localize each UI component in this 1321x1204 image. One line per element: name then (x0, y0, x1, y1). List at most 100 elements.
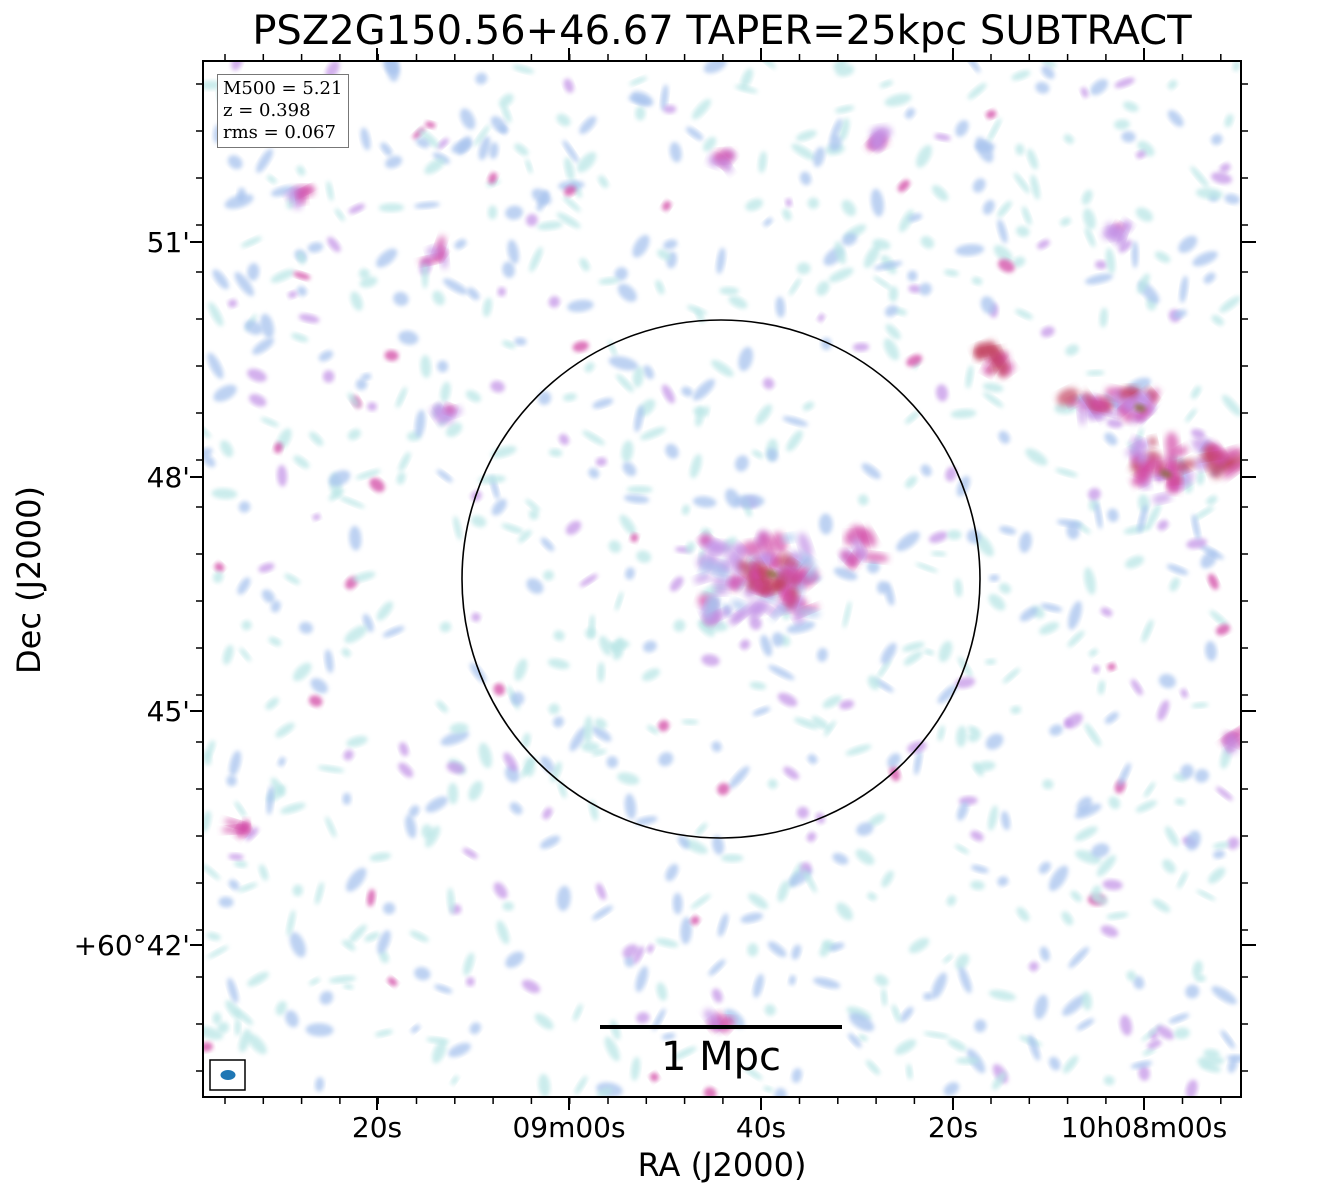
emission-blob (1200, 550, 1217, 569)
emission-blob (646, 944, 654, 954)
emission-blob (1064, 718, 1073, 727)
emission-blob (865, 1059, 881, 1075)
emission-blob (796, 607, 821, 618)
emission-blob (1137, 140, 1155, 157)
emission-blob (967, 725, 978, 733)
emission-blob (375, 1029, 393, 1037)
emission-blob (592, 905, 613, 921)
emission-blob (788, 975, 796, 986)
emission-blob (1156, 1025, 1175, 1040)
emission-blob (807, 754, 818, 765)
emission-blob (971, 276, 983, 285)
emission-blob (444, 404, 456, 415)
emission-blob (591, 726, 612, 742)
emission-blob (908, 284, 922, 294)
emission-blob (807, 197, 819, 209)
emission-blob (573, 1003, 583, 1022)
emission-blob (347, 392, 360, 408)
emission-blob (868, 813, 886, 827)
emission-blob (992, 1071, 1007, 1090)
emission-blob (475, 72, 488, 85)
emission-blob (584, 362, 595, 373)
emission-blob (685, 541, 696, 554)
emission-blob (947, 1038, 967, 1052)
emission-blob (218, 896, 234, 908)
radio-sources (221, 125, 1241, 1033)
emission-blob (1068, 601, 1082, 630)
emission-blob (1084, 723, 1102, 747)
emission-blob (1077, 402, 1086, 426)
emission-blob (1192, 251, 1218, 267)
emission-blob (906, 1063, 913, 1080)
emission-blob (1190, 385, 1202, 399)
emission-blob (1090, 885, 1102, 901)
emission-blob (567, 299, 594, 312)
emission-blob (656, 982, 667, 1001)
emission-blob (1134, 403, 1146, 413)
emission-blob (273, 442, 283, 454)
emission-blob (833, 567, 858, 581)
emission-blob (703, 405, 710, 417)
emission-blob (1096, 854, 1117, 877)
emission-blob (920, 236, 935, 249)
emission-blob (562, 393, 577, 402)
emission-blob (565, 520, 582, 535)
emission-blob (800, 171, 812, 186)
emission-blob (1041, 65, 1055, 80)
emission-blob (1157, 699, 1170, 721)
emission-blob (482, 297, 493, 317)
cluster-info-box: M500 = 5.21 z = 0.398 rms = 0.067 (217, 74, 350, 148)
emission-blob (735, 494, 765, 508)
emission-blob (1114, 77, 1135, 88)
emission-blob (1196, 470, 1205, 486)
emission-blob (1167, 79, 1178, 90)
emission-blob (877, 658, 892, 679)
emission-blob (858, 1034, 868, 1042)
emission-blob (249, 394, 267, 407)
emission-blob (980, 296, 996, 315)
emission-blob (358, 268, 370, 280)
emission-blob (1185, 830, 1201, 851)
emission-blob (1011, 70, 1031, 81)
emission-blob (880, 642, 897, 665)
emission-blob (751, 562, 761, 590)
emission-blob (677, 835, 690, 849)
emission-blob (907, 741, 927, 754)
emission-blob (1019, 531, 1032, 553)
emission-blob (1019, 607, 1038, 622)
emission-blob (460, 108, 476, 130)
emission-blob (599, 635, 612, 656)
emission-blob (1222, 394, 1241, 417)
emission-blob (903, 651, 923, 666)
emission-blob (1065, 344, 1079, 356)
emission-blob (658, 752, 674, 767)
emission-blob (763, 217, 773, 227)
emission-blob (724, 1008, 745, 1029)
emission-blob (947, 529, 962, 540)
emission-blob (1120, 1014, 1132, 1036)
emission-blob (1056, 388, 1079, 406)
emission-blob (766, 569, 778, 579)
emission-blob (755, 404, 772, 425)
emission-blob (1136, 458, 1151, 486)
emission-blob (905, 475, 918, 489)
emission-blob (1104, 432, 1118, 446)
y-tick-label: 45' (147, 695, 190, 728)
emission-blob (619, 514, 636, 535)
emission-blob (610, 1019, 621, 1040)
emission-blob (414, 966, 431, 981)
emission-blob (713, 149, 735, 163)
emission-blob (1106, 912, 1129, 920)
emission-blob (275, 722, 295, 738)
emission-blob (525, 499, 540, 512)
emission-blob (1074, 803, 1102, 819)
emission-blob (932, 185, 949, 201)
emission-blob (708, 959, 726, 976)
emission-blob (1131, 241, 1139, 269)
emission-blob (1100, 925, 1119, 938)
emission-blob (608, 356, 639, 371)
emission-blob (1015, 309, 1033, 320)
emission-blob (592, 398, 614, 409)
emission-blob (693, 573, 712, 584)
emission-blob (946, 895, 957, 906)
